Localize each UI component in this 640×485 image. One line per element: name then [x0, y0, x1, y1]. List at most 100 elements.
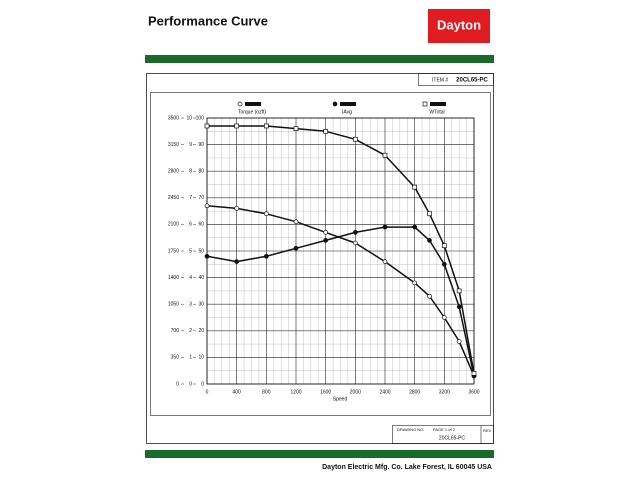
frame	[146, 73, 494, 444]
y-tick-label: 0	[201, 381, 204, 387]
y3-tick-label: 3	[189, 302, 192, 308]
marker	[412, 184, 418, 190]
y2-tick-label: 2800	[168, 169, 179, 175]
y2-tick-label: 2100	[168, 222, 179, 228]
x-tick-label: 800	[262, 389, 271, 395]
x-tick-label: 2000	[350, 389, 361, 395]
drawing-no-label: DRAWING NO.	[397, 427, 424, 432]
marker	[293, 245, 299, 251]
y3-tick-label: 0	[189, 381, 192, 387]
marker	[323, 238, 329, 243]
chart-panel	[150, 92, 491, 416]
y-tick-label: 80	[198, 169, 204, 175]
y-tick-label: 20	[198, 328, 204, 334]
company-address: Dayton Electric Mfg. Co. Lake Forest, IL…	[322, 464, 492, 471]
marker	[456, 304, 462, 310]
marker	[204, 203, 210, 209]
marker	[471, 371, 477, 376]
series-line	[206, 205, 475, 377]
x-tick-label: 1200	[290, 389, 301, 395]
legend-label: IAvg	[342, 109, 352, 115]
y3-tick-label: 4	[189, 275, 192, 281]
series-line	[207, 125, 475, 374]
marker	[441, 261, 447, 267]
x-tick-label: 2800	[409, 389, 420, 395]
marker	[293, 126, 299, 131]
marker	[412, 224, 418, 230]
x-tick-label: 1600	[320, 389, 331, 395]
x-tick-label: 0	[206, 389, 209, 395]
x-axis-title: Speed	[333, 396, 348, 402]
y2-tick-label: 350	[171, 355, 180, 361]
y-tick-label: 50	[198, 248, 204, 254]
page-title: Performance Curve	[148, 13, 268, 28]
y2-tick-label: 700	[171, 328, 180, 334]
marker	[352, 136, 358, 142]
marker	[427, 238, 432, 243]
marker	[427, 293, 432, 299]
y3-tick-label: 10	[186, 115, 192, 121]
marker	[204, 123, 210, 129]
plot: 0102030405060708090100035070010501400175…	[168, 101, 480, 395]
item-label: ITEM #	[432, 77, 448, 83]
marker	[263, 211, 269, 217]
y-tick-label: 100	[196, 115, 205, 121]
legend-swatch	[245, 102, 261, 106]
plot-border	[206, 117, 475, 385]
y-tick-label: 60	[198, 222, 204, 228]
y3-tick-label: 2	[189, 328, 192, 334]
drawing-number: 20CL65-PC	[439, 435, 466, 441]
x-tick-label: 3600	[468, 389, 479, 395]
y-tick-label: 70	[198, 195, 204, 201]
marker	[352, 230, 358, 235]
legend-marker	[422, 101, 428, 107]
drawing-box	[392, 425, 494, 444]
legend-swatch	[340, 102, 356, 106]
marker	[352, 240, 358, 246]
marker	[234, 259, 240, 264]
legend-marker	[332, 101, 338, 107]
y3-tick-label: 7	[189, 195, 192, 201]
y2-tick-label: 2450	[168, 195, 179, 201]
legend-marker	[237, 101, 243, 107]
marker	[456, 288, 462, 294]
y2-tick-label: 3150	[168, 142, 179, 148]
marker	[427, 211, 432, 217]
marker	[441, 243, 447, 249]
legend-label: Torque (ozft)	[238, 109, 266, 115]
marker	[412, 280, 418, 286]
marker	[456, 339, 462, 344]
y-tick-label: 40	[198, 275, 204, 281]
marker	[382, 259, 388, 264]
bottom-bar	[145, 450, 494, 458]
item-value: 20CL65-PC	[456, 78, 488, 84]
y3-tick-label: 6	[189, 222, 192, 228]
legend-swatch	[430, 102, 446, 106]
marker	[234, 123, 240, 129]
page-number: PAGE 1 of 2	[433, 427, 456, 432]
y3-tick-label: 5	[189, 248, 192, 254]
y2-tick-label: 1750	[168, 248, 179, 254]
marker	[263, 253, 269, 259]
marker	[263, 123, 269, 129]
marker	[441, 315, 447, 320]
y2-tick-label: 0	[176, 381, 179, 387]
y-tick-label: 90	[198, 142, 204, 148]
y3-tick-label: 8	[189, 169, 192, 175]
y2-tick-label: 1050	[168, 302, 179, 308]
y-tick-label: 30	[198, 302, 204, 308]
y-tick-label: 10	[198, 355, 204, 361]
marker	[293, 219, 299, 225]
x-tick-label: 400	[232, 389, 241, 395]
rev-label: REV	[483, 428, 492, 433]
marker	[382, 224, 388, 230]
y2-tick-label: 1400	[168, 275, 179, 281]
x-tick-label: 2400	[379, 389, 390, 395]
top-bar	[145, 55, 494, 63]
y3-tick-label: 9	[189, 142, 192, 148]
legend-label: WTotal	[429, 109, 444, 115]
marker	[323, 128, 329, 134]
series-line	[206, 226, 475, 377]
